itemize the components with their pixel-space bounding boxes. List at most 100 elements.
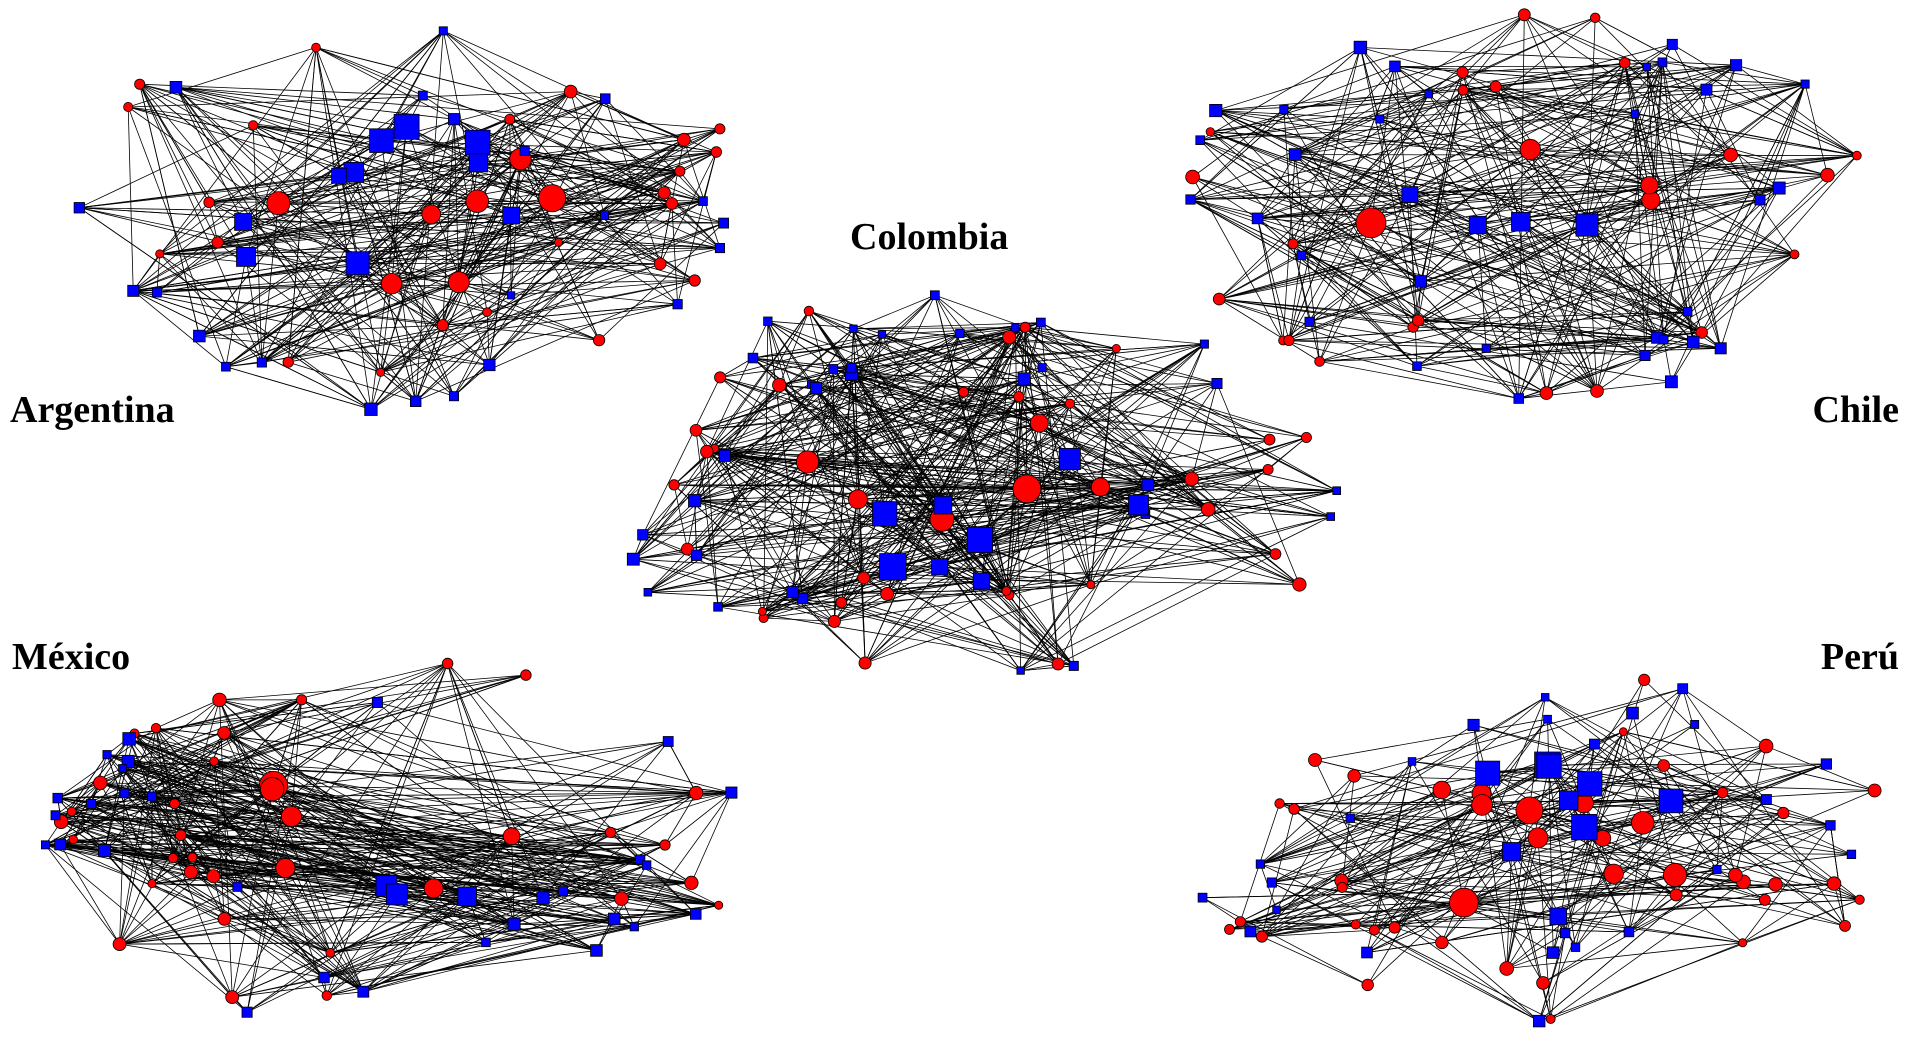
- edge: [159, 202, 210, 255]
- edge: [767, 320, 834, 370]
- edge: [442, 30, 721, 249]
- edge: [1634, 113, 1647, 356]
- edge: [486, 312, 492, 366]
- edge: [695, 322, 1041, 432]
- edge: [851, 373, 1040, 425]
- edge: [156, 242, 218, 293]
- red-circle-node: [714, 371, 727, 384]
- edge: [132, 30, 444, 292]
- blue-square-node: [1575, 213, 1599, 237]
- blue-square-node: [1197, 892, 1208, 903]
- edge: [886, 422, 1040, 595]
- edge: [892, 326, 1026, 568]
- red-circle-node: [1777, 806, 1790, 820]
- blue-square-node: [688, 494, 702, 508]
- blue-square-node: [1199, 339, 1209, 349]
- red-circle-node: [421, 204, 442, 225]
- edge: [979, 539, 1276, 556]
- label-chile: Chile: [1812, 389, 1899, 431]
- edge: [763, 461, 809, 619]
- edge: [881, 333, 1025, 380]
- red-circle-node: [1618, 727, 1628, 737]
- blue-square-node: [1533, 1014, 1546, 1028]
- blue-square-node: [1549, 907, 1568, 926]
- edge: [1294, 83, 1806, 157]
- edge: [696, 489, 1338, 556]
- edge: [1057, 504, 1139, 665]
- blue-square-node: [608, 912, 621, 926]
- edge: [673, 403, 1070, 487]
- edge: [673, 484, 866, 664]
- edge: [552, 197, 704, 204]
- blue-square-node: [931, 558, 949, 576]
- edge: [857, 485, 1101, 500]
- edge: [691, 792, 732, 884]
- edge: [810, 384, 1022, 671]
- edge: [1008, 336, 1101, 488]
- red-circle-node: [502, 827, 521, 846]
- edge: [1100, 486, 1332, 519]
- blue-square-node: [698, 196, 708, 206]
- blue-square-node: [1011, 323, 1020, 332]
- edge: [442, 303, 678, 327]
- red-circle-node: [68, 834, 78, 845]
- blue-square-node: [536, 891, 550, 905]
- red-circle-node: [1619, 57, 1631, 69]
- edge: [1587, 173, 1828, 226]
- red-circle-node: [1527, 827, 1549, 849]
- blue-square-node: [464, 129, 491, 156]
- red-circle-node: [1471, 794, 1493, 816]
- blue-square-node: [1412, 361, 1422, 371]
- blue-square-node: [1820, 758, 1832, 770]
- edge: [489, 215, 605, 366]
- edge: [79, 170, 355, 209]
- blue-square-node: [481, 937, 491, 948]
- blue-square-node: [933, 495, 953, 515]
- edge: [1057, 553, 1276, 665]
- edge: [714, 334, 883, 449]
- blue-square-node: [519, 145, 530, 156]
- edge: [719, 377, 941, 568]
- blue-square-node: [1800, 79, 1810, 89]
- blue-square-node: [1375, 114, 1385, 124]
- blue-square-node: [438, 26, 448, 36]
- red-circle-node: [1064, 398, 1076, 409]
- blue-square-node: [118, 764, 127, 773]
- edge: [659, 151, 717, 264]
- blue-square-node: [1687, 335, 1700, 349]
- edge: [706, 451, 888, 595]
- edge: [1023, 378, 1276, 555]
- blue-square-node: [966, 526, 994, 554]
- edge: [647, 513, 1146, 594]
- red-circle-node: [700, 444, 714, 459]
- edge: [128, 89, 572, 108]
- blue-square-node: [1547, 946, 1560, 959]
- edge: [1090, 343, 1205, 585]
- blue-square-node: [1754, 194, 1766, 206]
- red-circle-node: [1012, 474, 1042, 504]
- edge: [752, 322, 1041, 360]
- edge: [647, 478, 1192, 594]
- red-circle-node: [211, 236, 224, 249]
- edge: [509, 117, 717, 153]
- edge: [415, 215, 605, 402]
- edge: [851, 326, 1026, 370]
- edge: [314, 47, 358, 264]
- edge: [79, 207, 372, 410]
- red-circle-node: [1759, 894, 1771, 906]
- blue-square-node: [637, 529, 649, 541]
- edge: [1538, 688, 1684, 1022]
- edge: [422, 95, 511, 121]
- edge: [1191, 383, 1219, 480]
- edge: [78, 124, 254, 209]
- edge: [1360, 47, 1646, 356]
- edge: [1830, 825, 1847, 927]
- edge: [673, 484, 689, 550]
- blue-square-node: [102, 750, 112, 760]
- blue-square-node: [1657, 57, 1668, 68]
- edge: [159, 169, 681, 255]
- red-circle-node: [684, 875, 699, 891]
- edge: [175, 86, 381, 373]
- red-circle-node: [1499, 961, 1514, 976]
- edge: [381, 138, 717, 153]
